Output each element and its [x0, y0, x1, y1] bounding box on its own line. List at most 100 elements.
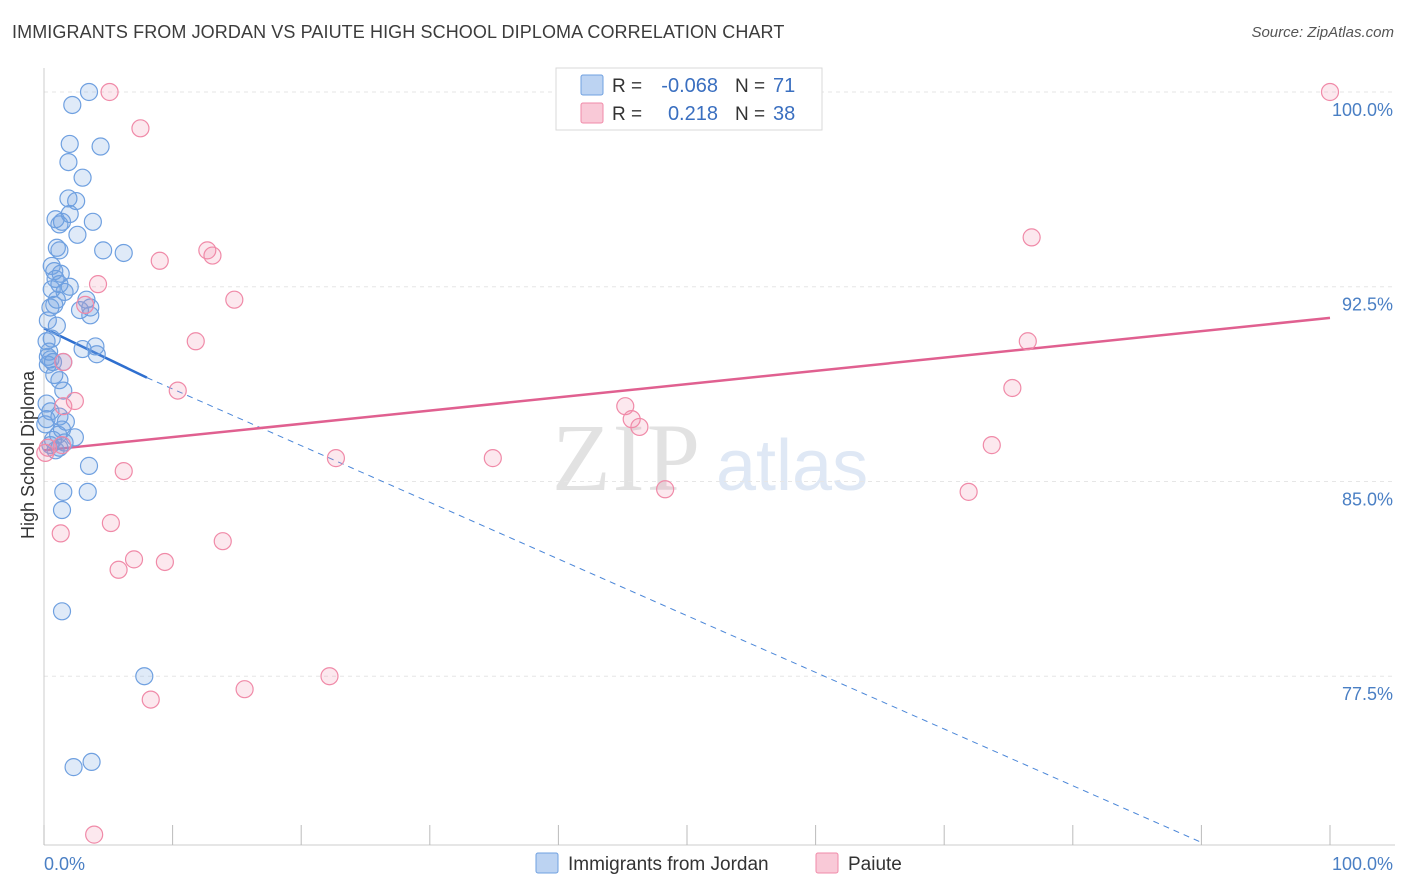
legend-n-label-paiute: N =: [735, 104, 765, 125]
jordan-point: [87, 345, 106, 364]
axes: [43, 68, 1395, 846]
watermark-zip: ZIP: [552, 404, 702, 511]
jordan-point: [68, 225, 87, 244]
jordan-point: [59, 152, 78, 172]
jordan-point: [91, 137, 110, 156]
paiute-point: [51, 524, 70, 543]
legend-r-value-jordan: -0.068: [661, 75, 718, 97]
jordan-point: [37, 332, 56, 351]
paiute-point: [100, 82, 119, 102]
jordan-point: [43, 352, 63, 372]
jordan-point: [42, 256, 61, 276]
jordan-point: [50, 241, 69, 260]
jordan-point: [63, 95, 82, 115]
paiute-point: [1022, 228, 1041, 247]
paiute-point: [186, 332, 205, 351]
jordan-point: [73, 168, 92, 187]
bottom-legend-swatch-jordan: [535, 852, 559, 874]
paiute-point: [124, 550, 144, 569]
jordan-point: [79, 456, 99, 475]
bottom-legend-swatch-paiute: [815, 852, 839, 874]
jordan-point: [79, 82, 99, 102]
paiute-point: [141, 690, 160, 709]
jordan-point: [45, 295, 64, 315]
paiute-point: [88, 275, 108, 294]
paiute-point: [76, 295, 95, 315]
paiute-point: [36, 443, 55, 463]
paiute-point: [85, 825, 104, 844]
y-tick-label: 100.0%: [1332, 100, 1393, 120]
watermark-atlas: atlas: [716, 426, 868, 506]
jordan-point: [47, 238, 66, 257]
legend-r-label-paiute: R =: [612, 104, 642, 125]
jordan-point: [52, 212, 72, 231]
x-tick-labels: 0.0% 100.0%: [44, 854, 1393, 874]
paiute-point: [52, 436, 72, 455]
paiute-point: [1320, 82, 1340, 102]
jordan-point: [38, 355, 57, 374]
jordan-point: [70, 300, 90, 320]
jordan-point: [40, 342, 59, 361]
paiute-point: [326, 449, 346, 468]
jordan-point: [114, 243, 133, 263]
legend-swatch-jordan: [580, 74, 604, 96]
trend-lines: [43, 316, 1331, 843]
jordan-point: [83, 212, 102, 231]
gridlines: [44, 91, 1395, 677]
x-tick-label: 0.0%: [44, 854, 85, 874]
jordan-point: [38, 311, 57, 330]
bottom-legend-label-jordan: Immigrants from Jordan: [568, 854, 769, 875]
paiute-point: [959, 482, 978, 501]
jordan-point: [55, 282, 74, 302]
jordan-point: [81, 298, 100, 317]
jordan-point: [78, 482, 97, 501]
y-tick-label: 77.5%: [1342, 684, 1393, 704]
paiute-point: [483, 449, 502, 468]
legend-n-value-jordan: 71: [773, 75, 795, 97]
data-points: [36, 82, 1340, 844]
jordan-trend-line: [43, 327, 148, 379]
bottom-legend-label-paiute: Paiute: [848, 854, 902, 875]
jordan-point: [37, 394, 56, 413]
chart-title: IMMIGRANTS FROM JORDAN VS PAIUTE HIGH SC…: [12, 22, 785, 42]
paiute-point: [1018, 332, 1037, 351]
jordan-point: [135, 667, 154, 686]
source-label: Source: ZipAtlas.com: [1251, 24, 1394, 41]
paiute-point: [320, 667, 339, 686]
paiute-trend-line: [43, 316, 1331, 452]
legend-r-value-paiute: 0.218: [668, 103, 718, 125]
jordan-point: [64, 758, 83, 777]
jordan-point: [52, 602, 72, 621]
legend-n-label-jordan: N =: [735, 76, 765, 97]
paiute-point: [656, 480, 675, 499]
y-tick-labels: 77.5% 85.0% 92.5% 100.0%: [1332, 100, 1393, 704]
jordan-point: [36, 415, 55, 434]
jordan-point: [54, 482, 73, 501]
jordan-point: [81, 306, 100, 325]
paiute-point: [54, 397, 73, 416]
paiute-point: [150, 251, 169, 270]
x-tick-label: 100.0%: [1332, 854, 1393, 874]
jordan-point: [94, 241, 113, 260]
paiute-point: [198, 241, 217, 260]
stats-legend: R = -0.068 N = 71 R = 0.218 N = 38: [555, 67, 823, 131]
paiute-point: [203, 246, 222, 265]
paiute-point: [155, 552, 174, 572]
paiute-point: [168, 381, 187, 400]
paiute-point: [630, 417, 649, 437]
jordan-point: [52, 500, 72, 520]
jordan-point: [45, 365, 64, 385]
paiute-point: [131, 119, 150, 138]
y-axis-label: High School Diploma: [18, 370, 38, 539]
paiute-point: [213, 532, 232, 551]
jordan-trend-extension: [146, 377, 1202, 843]
jordan-point: [60, 277, 79, 296]
legend-r-label-jordan: R =: [612, 76, 642, 97]
jordan-point: [82, 752, 101, 772]
legend-n-value-paiute: 38: [773, 103, 795, 125]
paiute-point: [225, 290, 244, 309]
paiute-point: [65, 391, 84, 411]
jordan-point: [73, 339, 92, 359]
paiute-point: [114, 461, 133, 481]
